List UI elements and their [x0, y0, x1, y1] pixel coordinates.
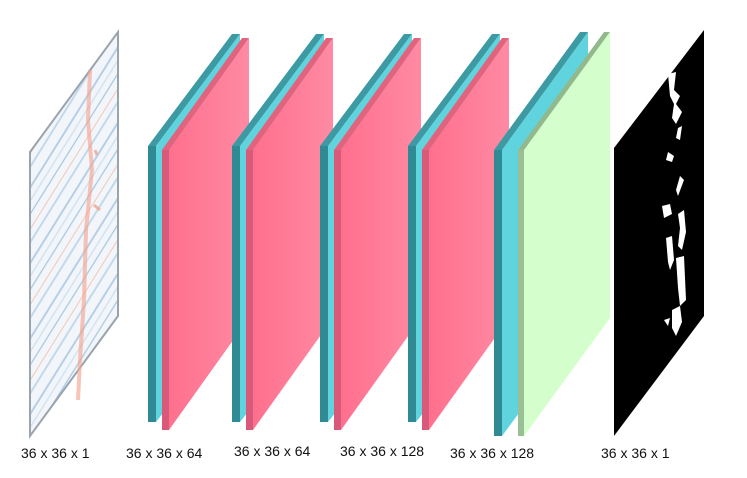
layer-label-4: 36 x 36 x 128 — [340, 443, 424, 459]
input-image-layer — [29, 28, 119, 440]
layer-label-6: 36 x 36 x 1 — [601, 445, 670, 461]
conv-block-3 — [320, 34, 421, 430]
output-layer-block — [494, 32, 610, 436]
layer-label-1: 36 x 36 x 1 — [21, 445, 90, 461]
conv-block-2 — [232, 34, 333, 430]
layer-label-2: 36 x 36 x 64 — [126, 445, 202, 461]
layer-label-3: 36 x 36 x 64 — [234, 443, 310, 459]
output-mask-layer — [614, 30, 704, 436]
layer-label-5: 36 x 36 x 128 — [450, 445, 534, 461]
conv-block-4 — [408, 34, 509, 430]
conv-block-1 — [148, 34, 249, 430]
